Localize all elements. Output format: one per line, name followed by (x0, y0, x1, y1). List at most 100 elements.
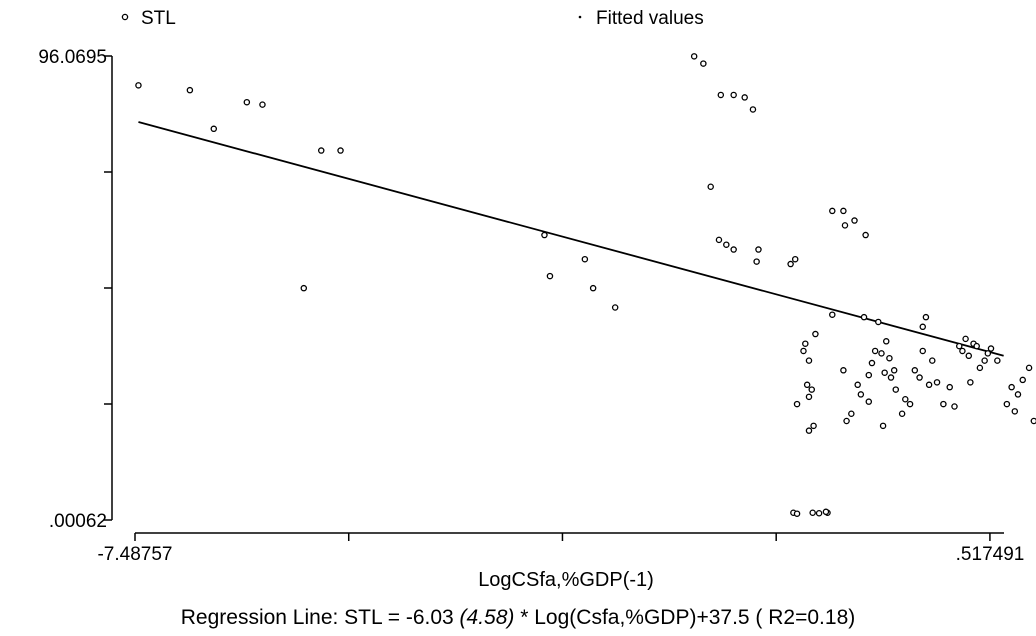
x-axis-title: LogCSfa,%GDP(-1) (478, 569, 654, 591)
stl-point (940, 400, 947, 408)
stl-point (857, 391, 865, 398)
stl-point (793, 510, 801, 517)
legend-label-fitted-values: Fitted values (596, 8, 704, 29)
x-tick-label-min: -7.48757 (97, 544, 172, 565)
stl-point (730, 91, 737, 99)
stl-point (868, 359, 876, 367)
stl-point (898, 410, 906, 417)
stl-point (715, 236, 723, 244)
stl-point (882, 338, 890, 345)
stl-point (741, 94, 748, 101)
stl-point (860, 313, 868, 321)
stl-point (919, 323, 926, 331)
stl-point (976, 364, 984, 372)
stl-point (848, 410, 855, 417)
stl-point (753, 258, 760, 265)
stl-point (690, 53, 698, 60)
stl-point (929, 357, 936, 364)
regression-caption-suffix: * Log(Csfa,%GDP)+37.5 ( R2=0.18) (514, 606, 856, 629)
stl-point (337, 147, 344, 154)
stl-point (589, 284, 597, 292)
legend: STL Fitted values (121, 8, 704, 29)
stl-point (210, 125, 218, 133)
stl-point (981, 357, 988, 364)
stl-point (892, 386, 900, 393)
stl-point (919, 347, 926, 355)
y-tick-label-max: 96.0695 (38, 47, 107, 68)
stl-point (723, 241, 730, 248)
stl-point (541, 231, 548, 239)
stl-point (946, 383, 953, 391)
stl-point (803, 381, 811, 389)
stl-point (1025, 364, 1033, 372)
regression-caption: Regression Line: STL = -6.03 (4.58) * Lo… (0, 606, 1036, 630)
stl-point (822, 508, 830, 516)
stl-point (965, 352, 973, 360)
stl-point (887, 374, 895, 381)
stl-point (973, 342, 980, 350)
stl-point (925, 381, 933, 389)
stl-point (933, 379, 941, 386)
stl-point (809, 509, 816, 517)
stl-point (805, 427, 813, 434)
stl-point (787, 260, 794, 268)
stl-point (755, 246, 762, 253)
stl-point (878, 350, 885, 357)
stl-point (956, 342, 963, 350)
stl-point (906, 400, 914, 408)
stl-point (967, 379, 974, 386)
y-axis-ticks (104, 55, 112, 521)
x-axis: -7.48757 .517491 LogCSfa,%GDP(-1) (97, 532, 1025, 591)
stl-point (922, 313, 930, 321)
stl-point (1003, 400, 1011, 408)
y-tick-label-min: .00062 (49, 511, 107, 532)
stl-point (707, 183, 714, 190)
fitted-values-line (138, 121, 1004, 357)
stl-point (808, 386, 815, 393)
x-axis-ticks (134, 533, 991, 541)
stl-point (871, 347, 879, 355)
stl-point (810, 422, 817, 430)
stl-point (962, 335, 969, 343)
stl-point (793, 400, 801, 408)
stl-point (700, 60, 707, 67)
stl-point (843, 417, 850, 425)
stl-point (805, 393, 813, 401)
y-axis: 96.0695 .00062 (38, 47, 113, 532)
stl-point (611, 304, 619, 311)
stl-point (1008, 383, 1015, 391)
stl-point (840, 207, 847, 215)
legend-marker-stl (121, 13, 129, 21)
stl-point (987, 345, 995, 352)
stl-point (317, 147, 325, 154)
stl-point (186, 86, 194, 94)
x-tick-label-max: .517491 (956, 544, 1025, 565)
stl-point (730, 246, 737, 253)
legend-marker-fitted-values (578, 15, 582, 19)
stl-point (862, 231, 869, 239)
stl-point (879, 422, 887, 430)
stl-point (815, 509, 823, 517)
stl-point (881, 369, 888, 376)
stl-point (875, 318, 882, 326)
stl-point (812, 330, 819, 338)
stl-point (805, 357, 813, 364)
stl-point (829, 311, 836, 318)
stl-point (886, 354, 893, 362)
stl-point (717, 91, 725, 99)
stl-point (243, 98, 251, 106)
regression-caption-prefix: Regression Line: STL = -6.03 (180, 606, 460, 629)
stl-point (865, 371, 873, 379)
stl-point (135, 82, 142, 89)
legend-label-stl: STL (141, 8, 176, 29)
stl-point (259, 101, 266, 108)
stl-point (959, 347, 966, 355)
stl-point (994, 357, 1001, 364)
stl-point (984, 350, 992, 357)
stl-point (1019, 376, 1026, 384)
stl-point (300, 284, 308, 292)
stl-point (840, 367, 847, 374)
fitted-values-series (138, 121, 1004, 357)
stl-point (916, 374, 923, 381)
